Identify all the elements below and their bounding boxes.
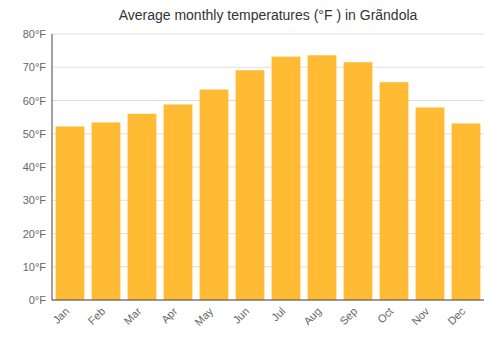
x-tick-label: Oct	[375, 305, 396, 326]
bars	[56, 55, 481, 300]
grid-line	[52, 100, 484, 101]
grid-line	[52, 300, 484, 301]
x-tick-label: Aug	[301, 305, 323, 327]
x-tick-label: Nov	[409, 305, 432, 328]
bar	[128, 114, 157, 300]
grid-line	[52, 67, 484, 68]
y-tick-label: 60°F	[23, 95, 47, 107]
x-tick-label: Sep	[337, 305, 359, 327]
x-tick-label: Dec	[445, 305, 468, 328]
chart-svg: Average monthly temperatures (°F ) in Gr…	[0, 0, 500, 350]
y-tick-label: 50°F	[23, 128, 47, 140]
bar	[272, 57, 301, 300]
bar	[416, 107, 445, 300]
bar	[380, 82, 409, 300]
bar	[452, 123, 481, 300]
chart-container: Average monthly temperatures (°F ) in Gr…	[0, 0, 500, 350]
y-tick-label: 30°F	[23, 194, 47, 206]
y-tick-label: 70°F	[23, 61, 47, 73]
y-tick-label: 10°F	[23, 261, 47, 273]
bar	[236, 70, 265, 300]
y-tick-label: 20°F	[23, 228, 47, 240]
x-tick-label: Jul	[269, 305, 287, 323]
grid-line	[52, 34, 484, 35]
bar	[200, 90, 229, 300]
bar	[344, 62, 373, 300]
x-tick-label: Jun	[230, 305, 251, 326]
y-tick-label: 80°F	[23, 28, 47, 40]
bar	[308, 55, 337, 300]
y-tick-label: 0°F	[29, 294, 47, 306]
x-tick-label: Apr	[159, 305, 180, 326]
x-tick-label: Mar	[122, 305, 144, 327]
x-axis-line	[52, 300, 484, 301]
x-tick-label: May	[192, 305, 216, 329]
x-tick-label: Feb	[86, 305, 108, 327]
y-tick-label: 40°F	[23, 161, 47, 173]
grid	[52, 34, 484, 300]
bar	[56, 126, 85, 300]
x-tick-label: Jan	[50, 305, 71, 326]
bar	[92, 122, 121, 300]
y-axis-line	[52, 34, 53, 300]
title: Average monthly temperatures (°F ) in Gr…	[119, 7, 418, 23]
bar	[164, 104, 193, 300]
